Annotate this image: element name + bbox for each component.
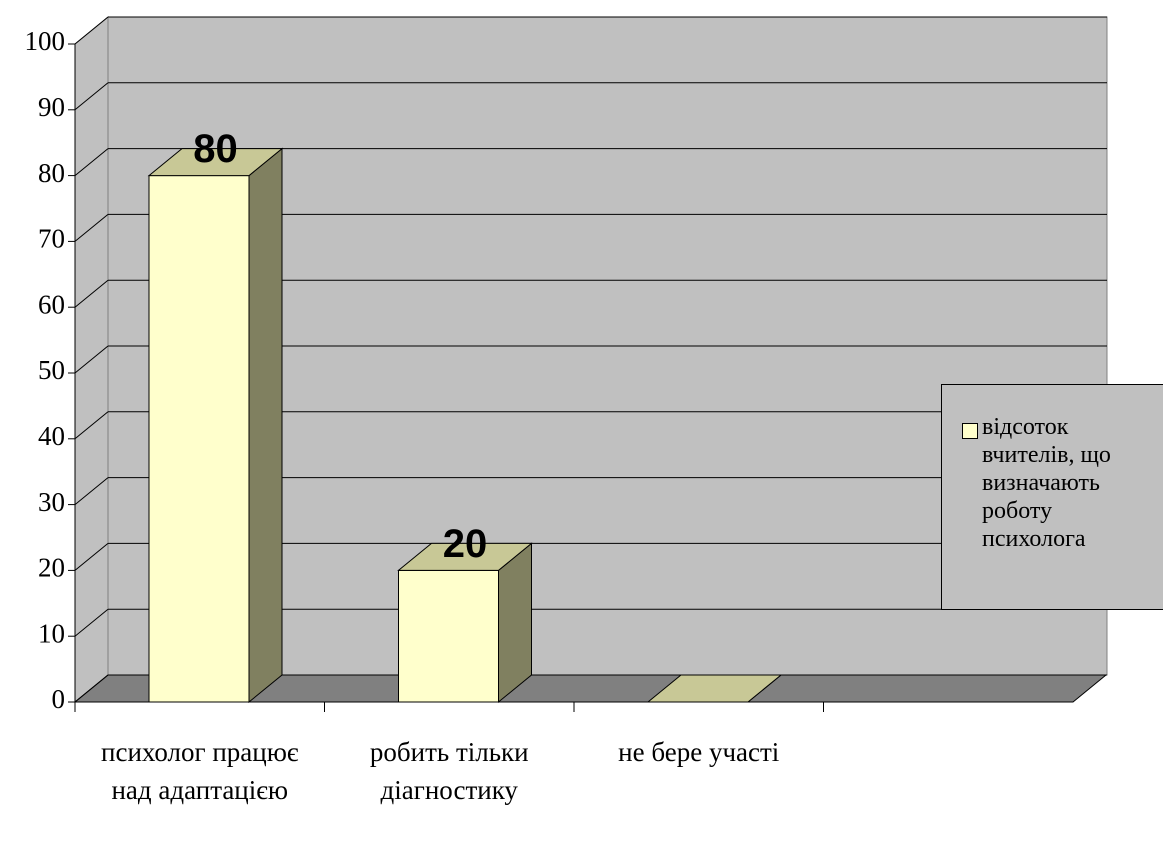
y-tick-label: 90 bbox=[38, 92, 65, 122]
y-tick-label: 80 bbox=[38, 158, 65, 188]
grid-line-side bbox=[74, 345, 109, 374]
grid-line-side bbox=[74, 543, 109, 571]
bar bbox=[148, 175, 250, 703]
bar-top bbox=[147, 148, 284, 177]
y-tick-label: 0 bbox=[52, 684, 66, 714]
y-tick-label: 20 bbox=[38, 553, 65, 583]
grid-line-side bbox=[74, 411, 109, 440]
data-label: 20 bbox=[443, 522, 488, 566]
x-tick-label: робить тільки діагностику bbox=[369, 737, 529, 805]
bar bbox=[398, 569, 499, 703]
y-tick-label: 40 bbox=[38, 421, 65, 451]
y-tick-label: 60 bbox=[38, 289, 65, 319]
bar-side bbox=[498, 542, 532, 704]
grid-line-side bbox=[74, 148, 109, 176]
bar-top bbox=[397, 542, 533, 571]
grid-line-side bbox=[74, 82, 109, 111]
legend: відсоток вчителів, що визначають роботу … bbox=[941, 384, 1163, 610]
x-tick-label: не бере участі bbox=[618, 737, 780, 767]
y-tick-label: 50 bbox=[38, 355, 65, 385]
data-label: 80 bbox=[193, 127, 238, 171]
grid-line-side bbox=[74, 477, 109, 505]
x-tick-label: психолог працює над адаптацією bbox=[101, 737, 299, 805]
y-tick-label: 70 bbox=[38, 224, 65, 254]
y-tick-label: 100 bbox=[25, 26, 66, 56]
grid-line-side bbox=[74, 214, 109, 242]
y-tick-label: 30 bbox=[38, 487, 65, 517]
grid-line-side bbox=[74, 279, 109, 308]
legend-swatch bbox=[962, 423, 978, 439]
grid-line-side bbox=[74, 16, 109, 45]
y-tick-label: 10 bbox=[38, 618, 65, 648]
grid-line-side bbox=[74, 674, 109, 703]
legend-label: відсоток вчителів, що визначають роботу … bbox=[982, 414, 1111, 552]
bar-side bbox=[248, 147, 283, 704]
grid-line-side bbox=[74, 608, 109, 637]
bar-top bbox=[646, 674, 783, 703]
